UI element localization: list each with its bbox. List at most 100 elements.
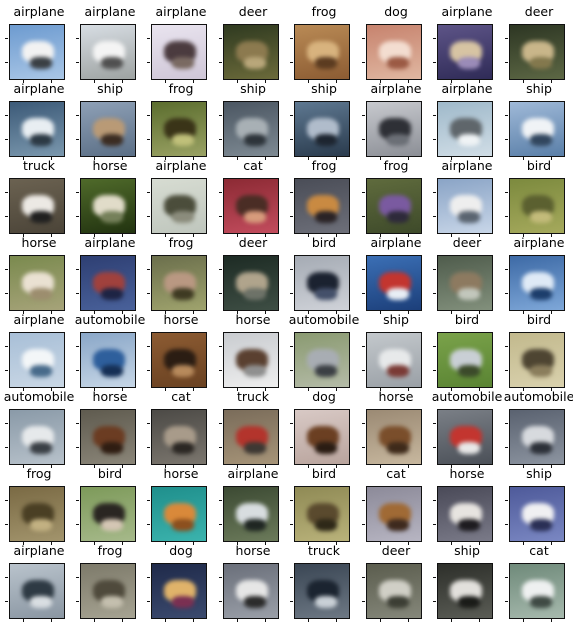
y-tick (433, 139, 436, 140)
thumbnail-red-truck (223, 409, 279, 465)
y-tick (433, 216, 436, 217)
y-tick (362, 269, 365, 270)
y-tick (147, 115, 150, 116)
image-label: deer (452, 235, 482, 250)
y-tick (219, 423, 222, 424)
y-tick (505, 524, 508, 525)
x-tick (479, 619, 480, 622)
x-tick (193, 619, 194, 622)
x-tick (408, 619, 409, 622)
y-tick (362, 500, 365, 501)
grid-cell: airplane (433, 81, 497, 160)
x-tick (51, 465, 52, 468)
subject-shadow (458, 288, 480, 300)
image-label: ship (311, 81, 337, 96)
thumbnail-parked-cars (509, 409, 565, 465)
y-tick (505, 370, 508, 371)
x-tick (51, 80, 52, 83)
y-tick (362, 62, 365, 63)
subject-shadow (315, 134, 337, 146)
image-label: horse (235, 312, 271, 327)
grid-cell: horse (5, 235, 69, 314)
subject-shadow (244, 288, 266, 300)
y-tick (505, 293, 508, 294)
grid-cell: airplane (147, 158, 211, 237)
x-tick (451, 311, 452, 314)
image-label: automobile (3, 389, 75, 404)
y-tick (5, 216, 8, 217)
image-label: automobile (431, 389, 503, 404)
subject-shadow (530, 134, 552, 146)
y-tick (433, 346, 436, 347)
y-tick (219, 370, 222, 371)
thumbnail-silver-car (294, 332, 350, 388)
image-label: bird (526, 312, 552, 327)
y-tick (505, 601, 508, 602)
x-tick (265, 619, 266, 622)
x-tick (308, 388, 309, 391)
grid-cell: airplane (76, 4, 140, 83)
y-tick (76, 139, 79, 140)
image-label: ship (383, 312, 409, 327)
y-tick (433, 293, 436, 294)
thumbnail-plane-in-sky (437, 101, 493, 157)
grid-cell: airplane (362, 235, 426, 314)
y-tick (5, 577, 8, 578)
subject-shadow (172, 57, 194, 69)
image-label: airplane (155, 158, 207, 173)
thumbnail-truck-on-ground (9, 24, 65, 80)
image-label: ship (97, 81, 123, 96)
grid-cell: ship (433, 543, 497, 622)
y-tick (76, 269, 79, 270)
y-tick (505, 577, 508, 578)
subject-shadow (30, 57, 52, 69)
image-label: ship (526, 81, 552, 96)
y-tick (76, 447, 79, 448)
x-tick (308, 80, 309, 83)
x-tick (122, 157, 123, 160)
x-tick (523, 234, 524, 237)
image-label: horse (449, 466, 485, 481)
grid-cell: ship (505, 466, 569, 545)
subject-shadow (101, 211, 123, 223)
thumbnail-fluffy-kitten (366, 24, 422, 80)
subject-shadow (244, 211, 266, 223)
x-tick (193, 311, 194, 314)
y-tick (5, 192, 8, 193)
x-tick (122, 465, 123, 468)
y-tick (433, 524, 436, 525)
y-tick (76, 38, 79, 39)
y-tick (76, 293, 79, 294)
image-label: frog (311, 158, 337, 173)
subject-shadow (30, 288, 52, 300)
x-tick (122, 542, 123, 545)
grid-cell: dog (362, 4, 426, 83)
x-tick (265, 157, 266, 160)
thumbnail-deer-in-brush (223, 24, 279, 80)
image-label: bird (311, 466, 337, 481)
grid-cell: bird (290, 466, 354, 545)
y-tick (505, 38, 508, 39)
thumbnail-red-boat-car (437, 409, 493, 465)
x-tick (523, 619, 524, 622)
y-tick (147, 500, 150, 501)
x-tick (408, 465, 409, 468)
image-label: cat (386, 466, 406, 481)
thumbnail-dark-jet-on-light (151, 24, 207, 80)
y-tick (362, 139, 365, 140)
y-tick (5, 601, 8, 602)
subject-shadow (30, 134, 52, 146)
subject-shadow (387, 442, 409, 454)
x-tick (479, 157, 480, 160)
y-tick (76, 577, 79, 578)
thumbnail-frog-on-stone (294, 178, 350, 234)
y-tick (147, 38, 150, 39)
grid-cell: bird (433, 312, 497, 391)
subject-shadow (172, 442, 194, 454)
x-tick (265, 465, 266, 468)
x-tick (380, 542, 381, 545)
x-tick (237, 465, 238, 468)
y-tick (219, 346, 222, 347)
image-label: frog (383, 158, 409, 173)
thumbnail-jet-at-dusk (437, 24, 493, 80)
